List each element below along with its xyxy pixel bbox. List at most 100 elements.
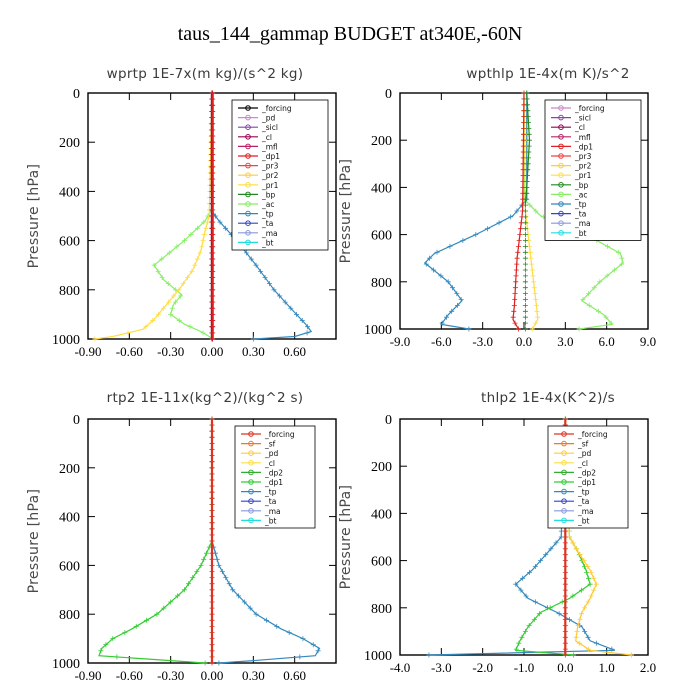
series-marker [304, 330, 310, 336]
series-marker [166, 250, 172, 256]
legend-marker [558, 182, 564, 188]
legend-label: _bp [574, 181, 589, 190]
series-marker [538, 558, 544, 564]
series-marker [205, 219, 211, 225]
series-marker [525, 114, 531, 120]
series-marker [209, 623, 215, 629]
series-marker [562, 528, 568, 534]
series-marker [526, 149, 532, 155]
series-marker [209, 526, 215, 532]
x-tick-label: 1.0 [599, 660, 615, 675]
series-marker [520, 155, 526, 161]
series-marker [553, 540, 559, 546]
series-marker [209, 550, 215, 556]
series-marker [533, 320, 539, 326]
series-marker [236, 593, 242, 599]
y-axis-label: Pressure [hPa] [338, 159, 354, 264]
series-marker [210, 195, 216, 201]
series-marker [527, 569, 533, 575]
legend-marker [561, 450, 567, 457]
series-marker [522, 238, 528, 243]
series-marker [175, 593, 181, 599]
series-marker [210, 133, 216, 139]
series-marker [562, 593, 568, 599]
series-marker [516, 238, 522, 243]
series-marker [586, 291, 592, 297]
series-marker [209, 611, 215, 617]
series-marker [562, 581, 568, 587]
series-marker [588, 593, 594, 599]
legend-label: _mfl [261, 142, 278, 151]
series-marker [144, 617, 150, 623]
series-marker [513, 581, 519, 587]
legend-label: _cl [574, 123, 585, 132]
legend-marker [561, 488, 567, 495]
series-marker [286, 630, 292, 635]
legend-label: _tp [264, 488, 277, 497]
series-line-tp [423, 93, 528, 330]
series-marker [210, 287, 216, 293]
series-marker [582, 628, 588, 634]
series-marker [210, 250, 216, 256]
y-tick-label: 1000 [52, 333, 80, 348]
series-marker [247, 605, 253, 611]
series-marker [210, 305, 216, 311]
x-tick-label: 0.0 [516, 334, 532, 349]
legend-marker [558, 114, 564, 121]
series-marker [209, 556, 215, 562]
series-marker [522, 302, 528, 308]
series-marker [209, 630, 215, 635]
series-marker [562, 599, 568, 605]
series-marker [423, 261, 429, 267]
series-marker [201, 231, 207, 237]
series-marker [531, 285, 537, 291]
series-marker [585, 575, 591, 581]
series-marker [210, 311, 216, 317]
series-marker [209, 440, 215, 446]
series-marker [209, 416, 215, 422]
legend-label: _cl [577, 459, 588, 468]
series-marker [529, 267, 535, 273]
figure-title: taus_144_gammap BUDGET at340E,-60N [178, 23, 523, 45]
series-marker [250, 336, 256, 342]
series-marker [165, 281, 171, 287]
series-marker [210, 102, 216, 108]
y-tick-label: 800 [371, 602, 392, 617]
series-marker [562, 564, 568, 569]
series-marker [210, 152, 216, 157]
series-marker [176, 287, 182, 293]
series-marker [588, 569, 594, 575]
y-tick-label: 800 [371, 276, 392, 291]
series-marker [527, 137, 533, 143]
x-tick-label: 0.00 [201, 668, 224, 683]
series-marker [210, 231, 216, 237]
series-marker [210, 330, 216, 336]
y-axis-label: Pressure [hPa] [338, 485, 354, 590]
legend-label: _pd [264, 449, 279, 458]
series-marker [431, 267, 437, 273]
series-marker [209, 532, 215, 538]
series-marker [160, 305, 166, 311]
series-marker [176, 318, 182, 324]
series-marker [608, 320, 614, 326]
series-marker [512, 285, 518, 291]
series-marker [529, 326, 535, 332]
series-marker [522, 220, 528, 226]
legend-label: _tp [574, 200, 587, 209]
y-tick-label: 0 [385, 413, 392, 428]
series-marker [533, 297, 539, 302]
series-marker [454, 291, 460, 297]
series-marker [209, 617, 215, 623]
legend-marker [561, 440, 567, 447]
y-tick-label: 0 [73, 87, 80, 102]
series-marker [186, 581, 192, 587]
series-marker [587, 581, 593, 587]
series-marker [518, 587, 524, 593]
series-marker [210, 158, 216, 164]
series-line-pd [564, 418, 632, 656]
series-marker [210, 108, 216, 114]
series-marker [562, 587, 568, 593]
series-marker [593, 640, 599, 646]
legend-marker [245, 220, 251, 226]
legend-marker [558, 220, 564, 226]
